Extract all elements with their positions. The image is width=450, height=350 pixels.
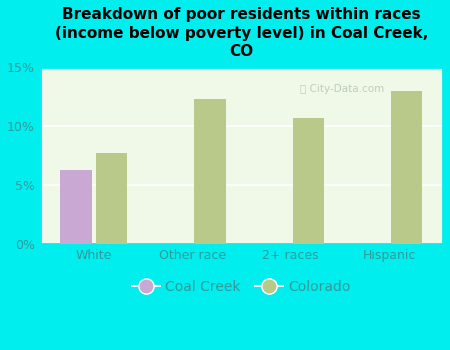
Legend: Coal Creek, Colorado: Coal Creek, Colorado (126, 274, 356, 300)
Bar (60, 170, 92, 244)
Title: Breakdown of poor residents within races
(income below poverty level) in Coal Cr: Breakdown of poor residents within races… (55, 7, 428, 59)
Text: ⓘ City-Data.com: ⓘ City-Data.com (300, 84, 384, 93)
Bar (391, 91, 423, 244)
Bar (194, 99, 225, 244)
Bar (96, 154, 127, 244)
Bar (292, 118, 324, 244)
